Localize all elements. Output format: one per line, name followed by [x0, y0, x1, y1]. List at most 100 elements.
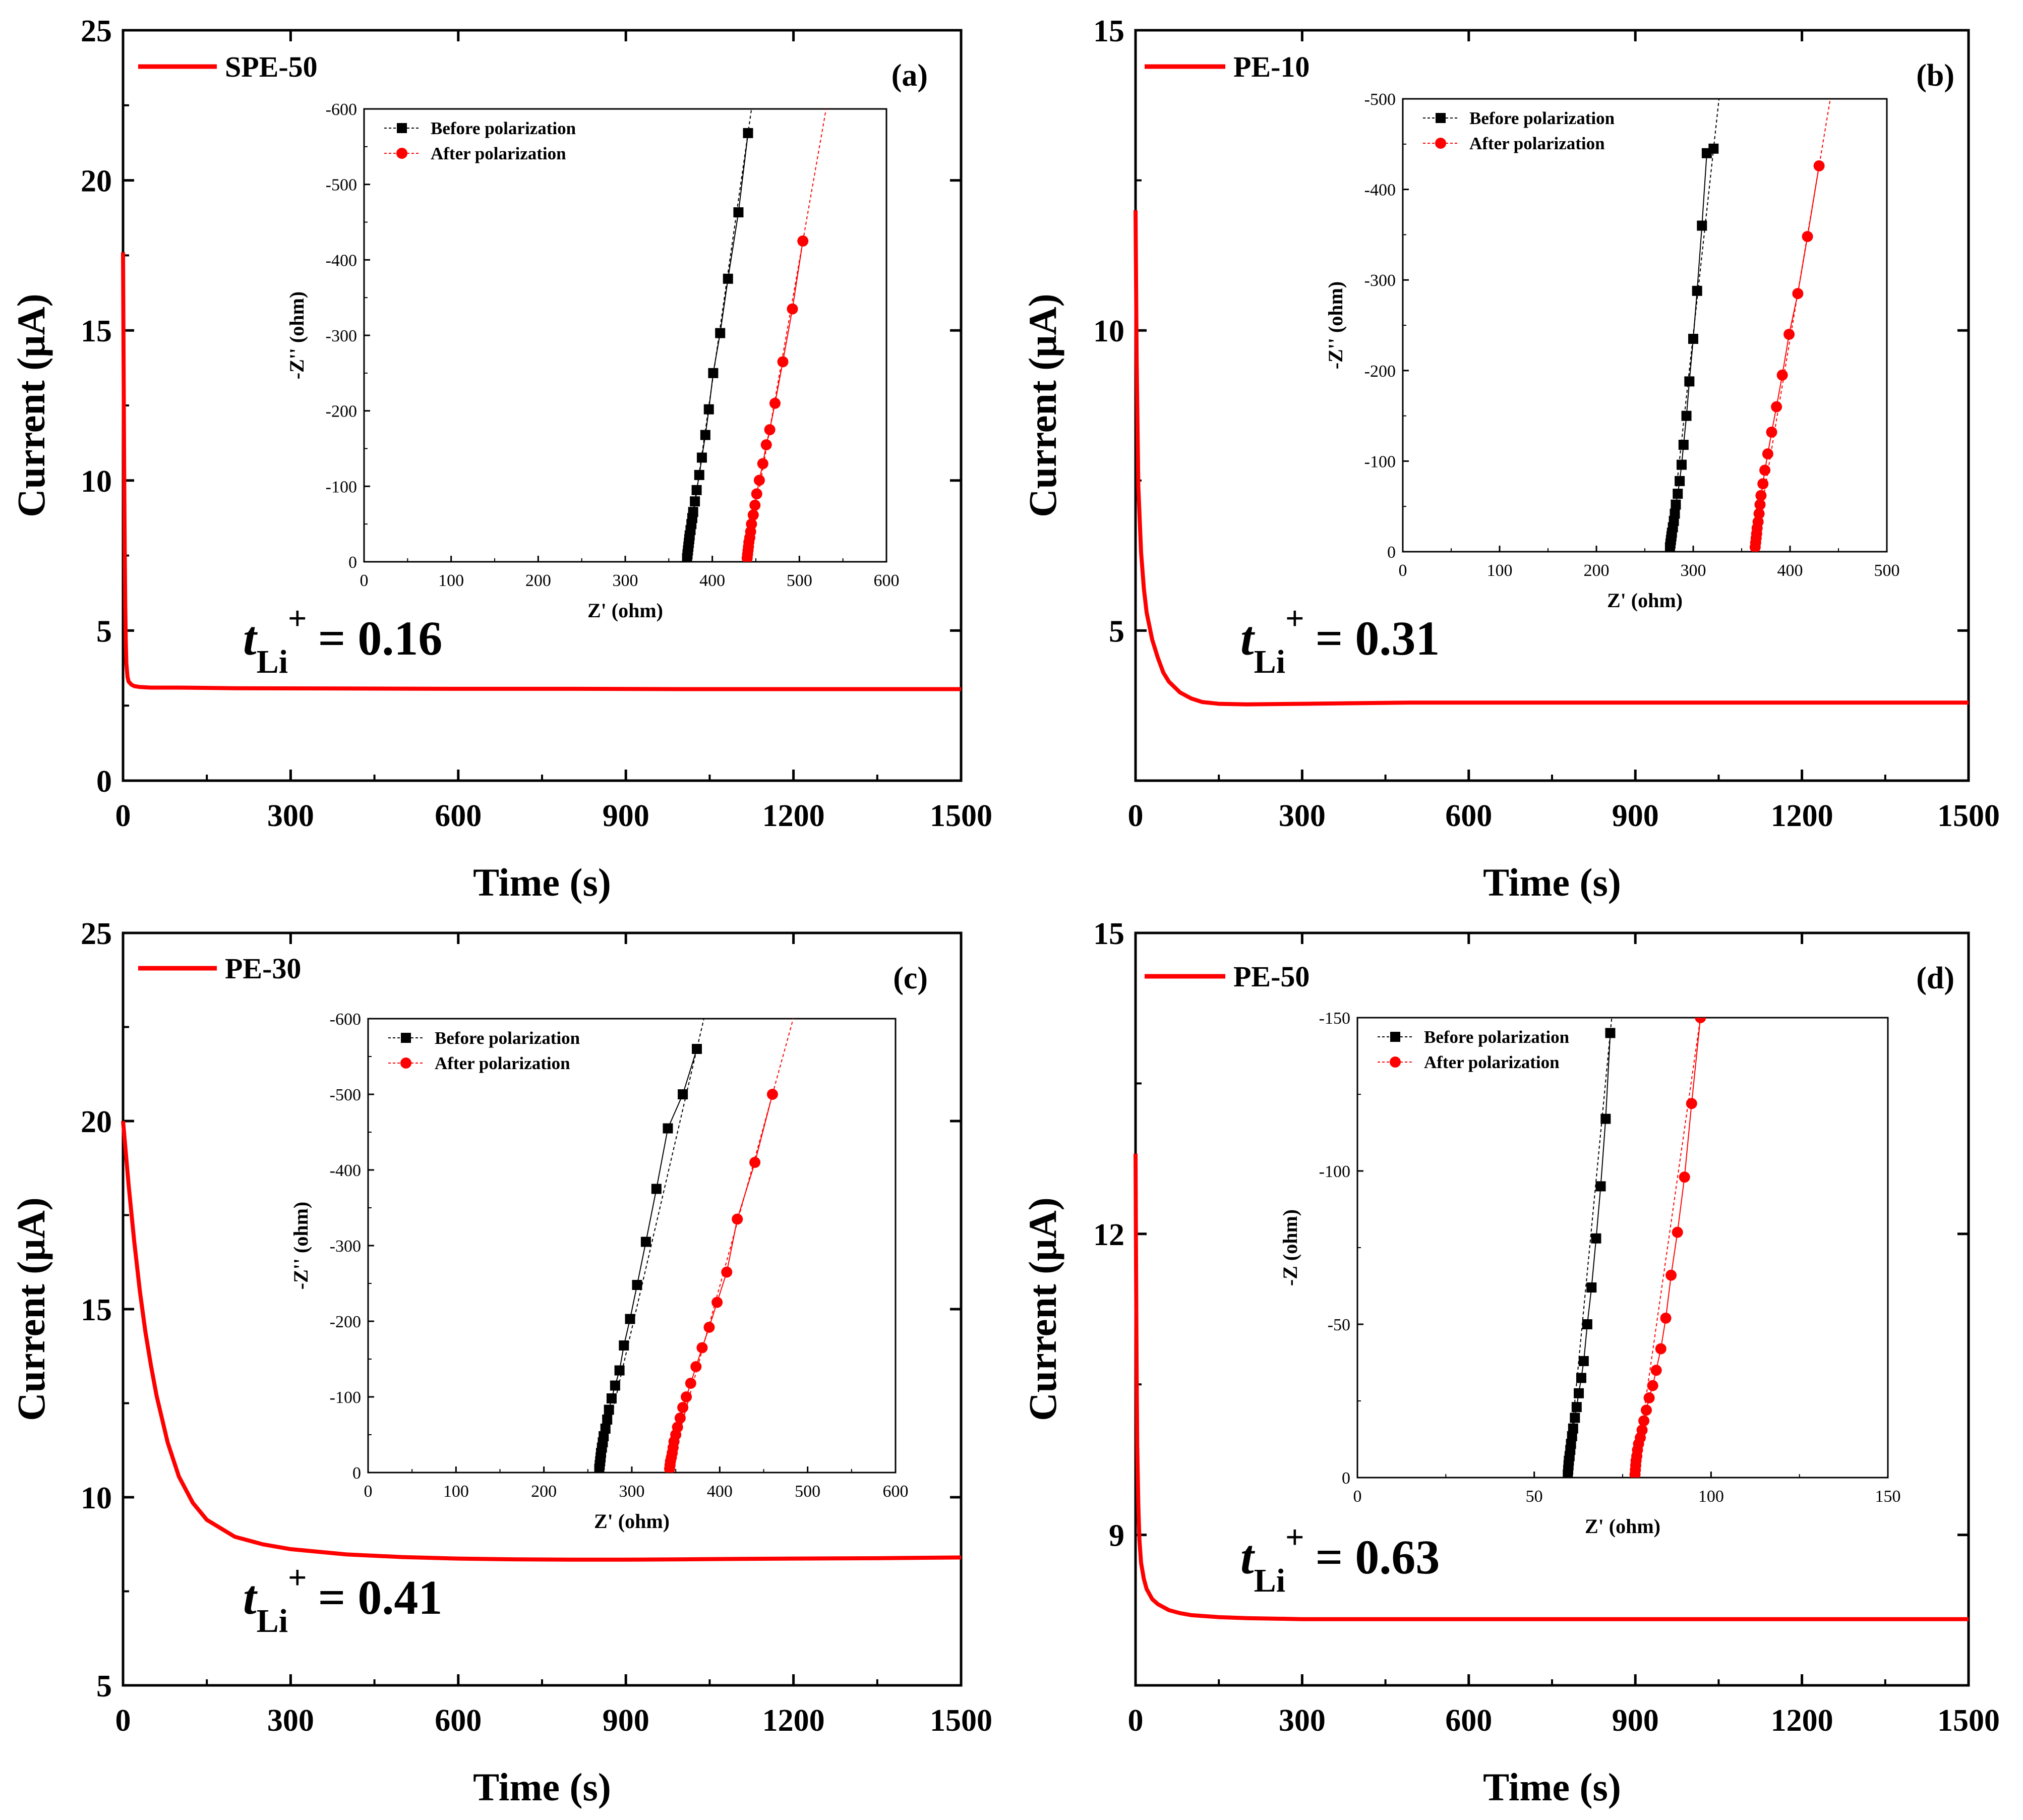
x-axis-title: Time (s)	[473, 1765, 611, 1809]
x-tick-label: 1200	[1771, 1704, 1833, 1738]
y-tick-label: 5	[96, 1669, 112, 1704]
inset-series-after	[1749, 99, 1831, 552]
inset-point-square	[743, 128, 753, 138]
inset-point-circle	[672, 1422, 683, 1433]
x-tick-label: 0	[1128, 799, 1144, 833]
inset-point-circle	[690, 1361, 702, 1372]
inset-point-circle	[1643, 1392, 1655, 1403]
transference-number: tLi+ = 0.16	[243, 600, 442, 680]
inset-point-circle	[1776, 369, 1788, 381]
inset-y-tick-label: -400	[330, 1161, 361, 1180]
inset-point-square	[691, 485, 702, 495]
legend-label: PE-30	[225, 952, 301, 985]
inset-x-axis-title: Z' (ohm)	[1607, 589, 1683, 612]
x-tick-label: 600	[1445, 1704, 1492, 1738]
inset-y-tick-label: -300	[326, 327, 357, 345]
x-tick-label: 0	[1128, 1704, 1144, 1738]
inset-x-tick-label: 200	[525, 571, 551, 590]
legend-label: PE-10	[1233, 50, 1310, 83]
inset-point-square	[619, 1340, 629, 1351]
inset-x-tick-label: 500	[1874, 561, 1900, 580]
panel-label: (b)	[1916, 58, 1954, 93]
inset-point-square	[614, 1365, 625, 1376]
transference-number: tLi+ = 0.63	[1240, 1519, 1440, 1599]
inset-x-axis-title: Z' (ohm)	[587, 599, 663, 622]
inset-fit-line	[746, 109, 827, 558]
inset-x-tick-label: 400	[699, 571, 725, 590]
inset-point-square	[1708, 143, 1719, 154]
inset-point-circle	[797, 235, 809, 247]
inset-point-circle	[749, 1157, 761, 1168]
x-tick-label: 1500	[930, 1704, 992, 1738]
inset-point-square	[1574, 1388, 1584, 1398]
inset-point-circle	[746, 518, 757, 530]
inset-y-axis-title: -Z'' (ohm)	[1324, 281, 1347, 369]
x-tick-label: 1200	[762, 1704, 825, 1738]
inset-x-tick-label: 600	[874, 571, 900, 590]
y-axis-title: Current (μA)	[1021, 1197, 1064, 1421]
inset-legend-label: After polarization	[435, 1053, 570, 1073]
inset-y-tick-label: -150	[1319, 1009, 1350, 1028]
inset-y-tick-label: -200	[330, 1313, 361, 1331]
inset-point-square	[1605, 1028, 1616, 1038]
inset-y-tick-label: -300	[1364, 271, 1396, 290]
inset-point-circle	[696, 1342, 708, 1354]
inset-point-circle	[677, 1402, 689, 1413]
inset-point-square	[1576, 1373, 1586, 1383]
inset-point-circle	[711, 1297, 723, 1308]
x-tick-label: 1500	[1937, 799, 2000, 833]
x-tick-label: 900	[1612, 799, 1659, 833]
panel-label: (a)	[891, 58, 928, 93]
inset-x-tick-label: 0	[360, 571, 369, 590]
inset-point-circle	[1655, 1343, 1667, 1355]
inset-y-tick-label: -100	[1319, 1162, 1350, 1181]
y-tick-label: 5	[96, 614, 112, 649]
tli-superscript: +	[1285, 600, 1304, 637]
inset-point-square	[1678, 440, 1689, 450]
x-tick-label: 300	[1279, 1704, 1326, 1738]
inset-frame	[363, 108, 887, 563]
legend-label: PE-50	[1233, 960, 1310, 993]
chart-panel-b: 0 300 600 900 1200 1500 5 10 15 Time (s) Current (…	[1021, 14, 2000, 904]
x-axis-title: Time (s)	[473, 860, 611, 904]
inset-legend-label: Before polarization	[1424, 1027, 1569, 1047]
inset-nyquist-plot: 0 100 200 300 400 500 600 0 -100 -200 -300 -400 -500…	[289, 1010, 909, 1533]
inset-point-square	[1570, 1413, 1580, 1423]
inset-point-circle	[760, 439, 772, 451]
inset-point-square	[694, 469, 704, 480]
inset-x-tick-label: 300	[1681, 561, 1706, 580]
inset-point-circle	[764, 424, 776, 436]
tli-value: = 0.41	[318, 1570, 443, 1624]
inset-frame	[367, 1018, 897, 1474]
y-tick-label: 10	[1093, 314, 1124, 348]
inset-series-before	[1563, 1018, 1616, 1478]
inset-point-square	[651, 1184, 662, 1194]
inset-point-square	[663, 1123, 673, 1134]
inset-point-square	[1673, 489, 1683, 499]
y-tick-label: 20	[81, 164, 112, 199]
tli-symbol: t	[243, 1570, 258, 1624]
inset-legend-label: Before polarization	[435, 1028, 580, 1048]
inset-point-square	[1568, 1423, 1578, 1434]
inset-y-tick-label: -500	[330, 1086, 361, 1104]
inset-point-square	[733, 207, 744, 218]
inset-y-axis-title: -Z'' (ohm)	[285, 291, 308, 379]
inset-point-circle	[674, 1413, 686, 1424]
x-tick-label: 1200	[1771, 799, 1833, 833]
inset-point-circle	[787, 303, 798, 315]
inset-legend-marker-square	[401, 1033, 411, 1043]
inset-y-tick-label: -50	[1328, 1316, 1350, 1334]
inset-series-before	[1664, 99, 1720, 552]
inset-point-square	[1688, 333, 1698, 344]
panel-label: (d)	[1916, 961, 1954, 995]
y-tick-label: 15	[81, 314, 112, 348]
inset-point-square	[1591, 1233, 1601, 1244]
x-tick-label: 1500	[930, 799, 992, 833]
inset-point-circle	[721, 1266, 733, 1278]
inset-y-tick-label: -600	[330, 1010, 361, 1029]
inset-point-square	[1566, 1439, 1576, 1449]
inset-y-tick-label: -100	[326, 478, 357, 496]
inset-x-tick-label: 400	[707, 1482, 733, 1501]
y-tick-label: 10	[81, 1481, 112, 1515]
inset-point-circle	[1640, 1404, 1652, 1416]
